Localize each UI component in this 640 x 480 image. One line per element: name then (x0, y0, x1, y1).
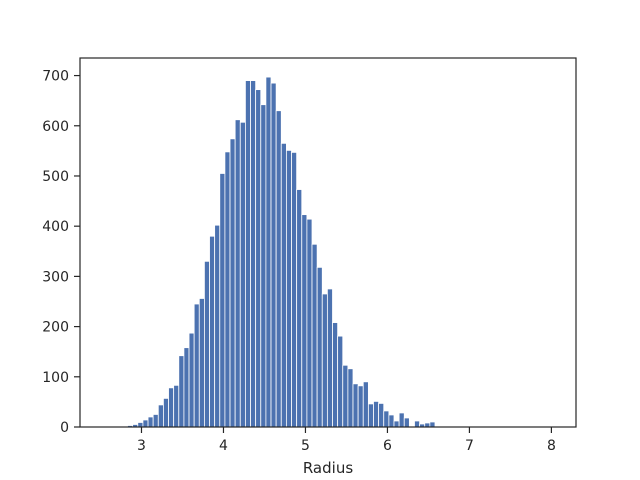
histogram-bar (147, 416, 154, 428)
histogram-bar (270, 82, 277, 428)
histogram-bar (229, 138, 236, 428)
histogram-bar (178, 355, 185, 428)
bars (127, 76, 436, 428)
histogram-bar (414, 420, 421, 428)
histogram-bar (332, 322, 339, 428)
histogram-bar (255, 89, 262, 428)
histogram-bar (388, 414, 395, 428)
histogram-bar (321, 293, 328, 428)
plot-frame (79, 57, 577, 428)
y-tick-label: 700 (42, 69, 69, 85)
histogram-bar (342, 364, 349, 428)
histogram-bar (424, 422, 431, 428)
histogram-bar (209, 235, 216, 428)
y-tick-label: 0 (60, 420, 69, 436)
histogram-bar (337, 335, 344, 428)
histogram-bar (306, 218, 313, 428)
histogram-bar (245, 80, 251, 428)
histogram-bar (347, 368, 354, 428)
y-axis: 0 100 200 300 400 500 600 700 (42, 69, 80, 436)
x-tick-label: 5 (301, 438, 310, 454)
histogram-bar (193, 303, 200, 428)
y-tick-label: 500 (42, 169, 69, 185)
histogram-bar (250, 80, 257, 428)
histogram-bar (378, 403, 385, 428)
histogram-bar (373, 400, 380, 428)
histogram-bar (198, 298, 205, 428)
histogram-bar (352, 383, 359, 428)
y-tick-label: 600 (42, 119, 69, 135)
histogram-bar (311, 243, 318, 428)
histogram-bar (188, 332, 195, 428)
histogram-bar (403, 417, 410, 428)
histogram-bar (137, 422, 144, 428)
histogram-bar (234, 119, 241, 428)
histogram-bar (280, 142, 287, 428)
x-tick-label: 4 (219, 438, 228, 454)
histogram-bar (239, 121, 246, 428)
histogram-bar (173, 384, 180, 428)
histogram-bar (157, 404, 164, 428)
x-axis-label: Radius (303, 459, 353, 477)
histogram-bar (316, 266, 323, 428)
histogram-bar (398, 412, 405, 428)
histogram-bar (285, 149, 292, 428)
histogram-bar (296, 189, 303, 428)
x-tick-label: 8 (547, 438, 556, 454)
histogram-bar (367, 403, 374, 428)
histogram-bar (204, 260, 210, 428)
histogram-bar (326, 288, 333, 428)
histogram-bar (219, 173, 226, 428)
histogram-bar (291, 151, 298, 428)
histogram-bar (214, 224, 221, 428)
histogram-bar (275, 110, 282, 428)
y-tick-label: 300 (42, 269, 69, 285)
x-tick-label: 7 (465, 438, 474, 454)
histogram-bar (301, 214, 308, 428)
x-tick-label: 6 (383, 438, 392, 454)
histogram-bar (357, 385, 364, 428)
x-axis: 3 4 5 6 7 8 (137, 427, 556, 454)
y-tick-label: 400 (42, 219, 69, 235)
histogram-bar (142, 419, 149, 428)
histogram-bar (260, 104, 267, 428)
histogram-bar (383, 410, 390, 428)
y-tick-label: 200 (42, 320, 69, 336)
histogram-bar (163, 397, 169, 428)
histogram-bar (362, 381, 369, 428)
histogram-bar (224, 151, 231, 428)
histogram-bar (152, 414, 159, 428)
histogram-bar (183, 347, 190, 428)
histogram-bar (429, 421, 436, 428)
histogram-bar (393, 420, 400, 428)
y-tick-label: 100 (42, 370, 69, 386)
histogram-bar (265, 76, 272, 428)
x-tick-label: 3 (137, 438, 146, 454)
histogram-bar (168, 387, 175, 428)
